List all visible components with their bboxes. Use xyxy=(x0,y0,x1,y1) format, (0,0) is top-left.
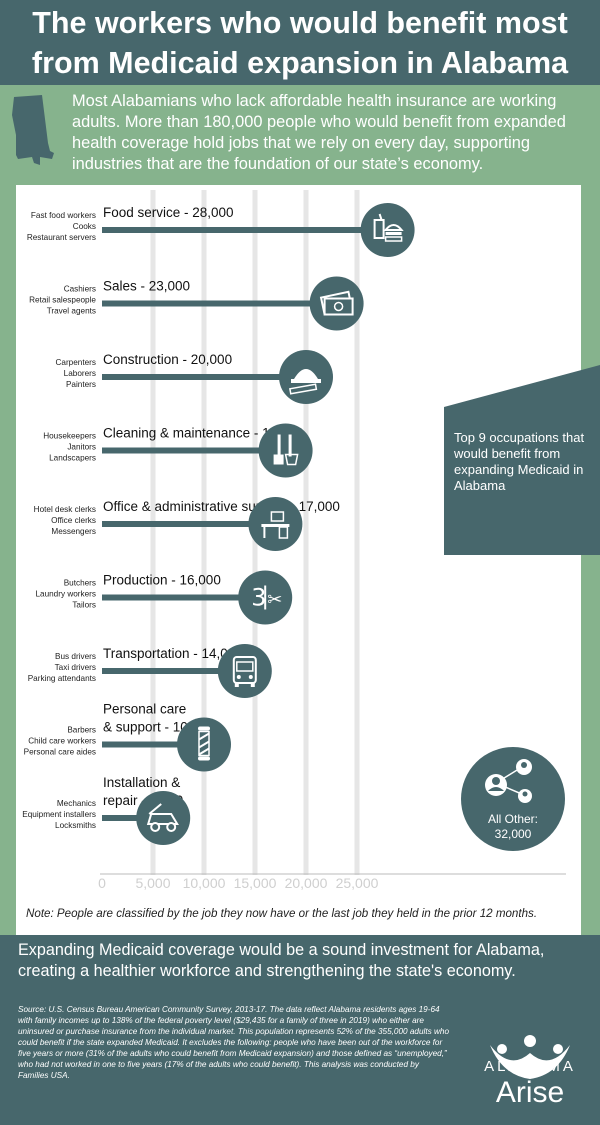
page-title: The workers who would benefit most from … xyxy=(0,0,600,83)
occupation-example: Tailors xyxy=(72,601,96,610)
bar-label: Production - 16,000 xyxy=(103,573,221,588)
occupation-example: Painters xyxy=(66,380,96,389)
occupation-example: Carpenters xyxy=(55,358,96,367)
hardhat-icon xyxy=(289,369,321,395)
car-icon xyxy=(146,803,179,832)
bar xyxy=(102,521,276,527)
occupation-example: Messengers xyxy=(51,527,96,536)
bar xyxy=(102,447,286,454)
occupation-example: Barbers xyxy=(67,726,96,735)
bar-label: Sales - 23,000 xyxy=(103,279,190,294)
money-icon xyxy=(319,290,354,316)
occupation-example: Taxi drivers xyxy=(55,663,96,672)
callout-text: Top 9 occupations that would benefit fro… xyxy=(454,430,585,493)
bar-label: Food service - 28,000 xyxy=(103,205,234,220)
occupation-example: Travel agents xyxy=(47,307,96,316)
bar-label: Cleaning & maintenance - 18,000 xyxy=(103,426,303,441)
bar-label: Installation & xyxy=(103,775,180,790)
bar xyxy=(102,300,337,307)
title-line-1: The workers who would benefit most xyxy=(32,6,568,40)
alabama-map-icon xyxy=(12,95,54,165)
all-other-circle xyxy=(461,747,565,851)
bus-icon xyxy=(232,656,257,687)
bar xyxy=(102,741,204,748)
all-other-value: 32,000 xyxy=(494,827,532,841)
bar xyxy=(102,374,306,380)
x-tick-label: 25,000 xyxy=(336,875,379,891)
bar xyxy=(102,668,245,674)
occupation-example: Fast food workers xyxy=(31,211,96,220)
occupation-example: Personal care aides xyxy=(24,748,96,757)
cleaning-icon xyxy=(273,434,299,466)
bar xyxy=(102,227,388,233)
logo-word-alabama: ALABAMA xyxy=(484,1058,576,1075)
bar-label: Transportation - 14,000 xyxy=(103,646,243,661)
occupation-example: Laundry workers xyxy=(35,590,96,599)
chart-note: Note: People are classified by the job t… xyxy=(26,907,538,920)
occupation-example: Laborers xyxy=(64,369,96,378)
x-tick-label: 10,000 xyxy=(183,875,226,891)
occupation-example: Retail salespeople xyxy=(29,296,96,305)
people-network-icon xyxy=(485,759,532,803)
logo-word-arise: Arise xyxy=(495,1076,565,1109)
occupation-example: Janitors xyxy=(67,443,96,452)
intro-panel: Most Alabamians who lack affordable heal… xyxy=(0,85,600,185)
intro-text: Most Alabamians who lack affordable heal… xyxy=(72,92,566,173)
callout-shape xyxy=(444,365,600,555)
x-tick-label: 20,000 xyxy=(285,875,328,891)
bar xyxy=(102,594,266,601)
occupation-example: Mechanics xyxy=(57,799,96,808)
occupation-example: Bus drivers xyxy=(55,652,96,661)
barber-pole-icon xyxy=(198,726,210,761)
occupation-example: Parking attendants xyxy=(28,674,96,683)
chart-card: 0 5,000 10,000 15,000 20,000 25,000 Fast food … xyxy=(16,185,581,935)
source-text: Source: U.S. Census Bureau American Comm… xyxy=(18,1005,450,1080)
x-tick-label: 5,000 xyxy=(135,875,170,891)
occupation-example: Child care workers xyxy=(28,737,96,746)
bar-label: Personal care xyxy=(103,702,186,717)
x-tick-label: 0 xyxy=(98,875,106,891)
header: The workers who would benefit most from … xyxy=(0,0,600,85)
occupation-example: Equipment installers xyxy=(22,810,96,819)
bar-label: Office & administrative support - 17,000 xyxy=(103,499,340,514)
bar-end-circle xyxy=(258,423,313,478)
title-line-2: from Medicaid expansion in Alabama xyxy=(31,46,569,80)
desk-icon xyxy=(261,511,290,539)
food-icon xyxy=(373,213,404,242)
alabama-arise-logo-icon xyxy=(490,1035,570,1079)
occupation-example: Landscapers xyxy=(49,454,96,463)
svg-text:3: 3 xyxy=(251,584,266,612)
bar xyxy=(102,815,164,821)
bar-label: Construction - 20,000 xyxy=(103,352,232,367)
all-other-label: All Other: 32,000 xyxy=(461,812,565,842)
occupation-example: Office clerks xyxy=(51,516,96,525)
occupation-example: Cashiers xyxy=(64,285,96,294)
all-other-title: All Other: xyxy=(487,812,538,826)
occupation-example: Butchers xyxy=(64,579,96,588)
footer-text: Expanding Medicaid coverage would be a s… xyxy=(18,941,545,980)
bar-end-circle xyxy=(136,791,191,845)
occupation-example: Locksmiths xyxy=(55,821,96,830)
svg-text:✂: ✂ xyxy=(267,590,282,611)
bar-chart: 0 5,000 10,000 15,000 20,000 25,000 Fast food … xyxy=(22,190,566,891)
occupation-example: Housekeepers xyxy=(43,432,96,441)
occupation-example: Cooks xyxy=(73,222,96,231)
occupation-example: Restaurant servers xyxy=(27,233,96,242)
scissors-icon: 3 ✂ xyxy=(251,584,282,612)
occupation-example: Hotel desk clerks xyxy=(34,505,96,514)
x-tick-label: 15,000 xyxy=(234,875,277,891)
